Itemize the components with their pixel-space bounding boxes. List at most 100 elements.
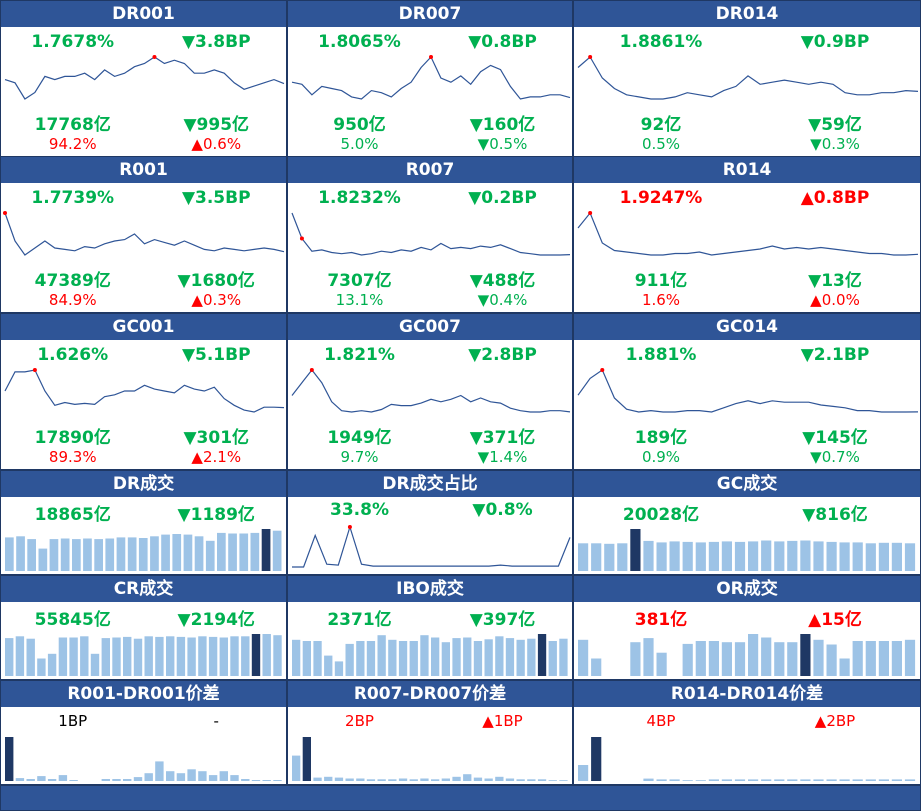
series-line — [577, 369, 919, 413]
bar — [865, 543, 876, 571]
bar — [721, 642, 732, 676]
bar — [292, 639, 301, 676]
bar — [656, 652, 667, 676]
bar — [643, 778, 654, 781]
bar — [194, 536, 204, 571]
right-value: ▼816亿 — [802, 505, 868, 525]
bar — [695, 542, 706, 571]
rate-value: 1.8065% — [318, 32, 401, 52]
panel-gc-volume: GC成交 20028亿 ▼816亿 — [573, 470, 921, 575]
rate-change: ▼0.8BP — [468, 32, 537, 52]
bar — [852, 779, 863, 781]
volume-change: ▼59亿 — [808, 115, 862, 135]
left-value: 18865亿 — [34, 505, 111, 525]
share-value: 0.5% — [641, 135, 681, 153]
panel-gc007: GC007 1.821% ▼2.8BP 1949亿 ▼371亿 9.7% ▼1.4% — [287, 313, 573, 470]
panel-title: GC001 — [1, 314, 286, 340]
rate-change: ▼3.5BP — [181, 188, 251, 208]
rate-sparkline — [577, 55, 919, 101]
rate-change: ▼0.2BP — [468, 188, 537, 208]
bar — [695, 780, 706, 781]
spread-bars — [578, 735, 916, 781]
volume-change: ▼13亿 — [808, 271, 862, 291]
series-line — [4, 212, 285, 256]
bar — [208, 636, 218, 676]
bar — [377, 635, 386, 676]
bar — [313, 641, 322, 676]
rate-value: 1.8232% — [318, 188, 401, 208]
share-value: 0.9% — [641, 448, 681, 466]
bar — [101, 779, 110, 781]
bar — [774, 541, 785, 571]
rate-sparkline — [577, 368, 919, 414]
rate-sparkline-svg — [3, 211, 285, 256]
bar — [463, 637, 472, 676]
volume-change: ▼301亿 — [183, 428, 250, 448]
panel-gc001: GC001 1.626% ▼5.1BP 17890亿 ▼301亿 89.3% ▲2.1% — [0, 313, 287, 470]
bar — [852, 641, 863, 676]
bar — [133, 638, 143, 676]
bar — [878, 542, 889, 571]
bar — [516, 779, 525, 781]
panel-r007-dr007-spread: R007-DR007价差 2BP ▲1BP — [287, 680, 573, 785]
rate-sparkline-svg — [4, 368, 285, 413]
panel-dr007: DR007 1.8065% ▼0.8BP 950亿 ▼160亿 5.0% ▼0.5% — [287, 0, 573, 157]
bar — [261, 529, 271, 571]
volume-bars-svg — [292, 634, 568, 677]
bar — [656, 542, 667, 571]
bar — [839, 779, 850, 781]
peak-point — [32, 368, 37, 372]
bar — [5, 737, 14, 781]
peak-point — [309, 368, 314, 372]
bar — [420, 778, 429, 781]
spread-bars-svg — [292, 737, 568, 781]
bar — [708, 779, 719, 781]
volume-bars-svg — [578, 634, 916, 676]
volume-change: ▼145亿 — [802, 428, 868, 448]
right-value: - — [213, 712, 219, 730]
bar — [356, 641, 365, 676]
bar — [643, 540, 654, 571]
bar — [176, 636, 186, 676]
bar — [272, 530, 282, 571]
bar — [473, 641, 483, 676]
panel-title: R007 — [288, 157, 572, 183]
spread-bars — [5, 735, 282, 781]
rate-change: ▲0.8BP — [800, 188, 870, 208]
bar — [138, 538, 148, 571]
peak-point — [600, 368, 605, 372]
bar — [708, 541, 719, 571]
bar — [441, 642, 450, 676]
rate-value: 1.9247% — [619, 188, 703, 208]
panel-r001-dr001-spread: R001-DR001价差 1BP - — [0, 680, 287, 785]
bar — [377, 779, 386, 781]
panel-r001: R001 1.7739% ▼3.5BP 47389亿 ▼1680亿 84.9% ▲0.3% — [0, 156, 287, 313]
rate-sparkline — [4, 368, 285, 414]
bar — [49, 539, 59, 571]
bar — [166, 636, 175, 676]
bar — [144, 773, 153, 781]
bar — [484, 639, 493, 677]
bar — [366, 779, 376, 781]
panel-title: DR001 — [1, 1, 286, 27]
panel-dr-share: DR成交占比 33.8% ▼0.8% — [287, 470, 573, 575]
rate-value: 1.821% — [324, 345, 395, 365]
volume-value: 92亿 — [640, 115, 682, 135]
share-change: ▼0.5% — [477, 135, 528, 153]
panel-or-volume: OR成交 381亿 ▲15亿 — [573, 575, 921, 680]
bar — [262, 780, 271, 781]
share-value: 94.2% — [48, 135, 97, 153]
panel-title: DR007 — [288, 1, 572, 27]
bar — [904, 639, 916, 676]
bar — [230, 775, 239, 781]
bar — [527, 779, 536, 781]
bar — [669, 779, 680, 781]
volume-bars — [5, 632, 282, 676]
left-value: 55845亿 — [34, 610, 111, 630]
panel-r014-dr014-spread: R014-DR014价差 4BP ▲2BP — [573, 680, 921, 785]
right-value: ▼2194亿 — [177, 610, 255, 630]
bar — [578, 765, 589, 781]
bar — [123, 636, 132, 676]
series-line — [291, 55, 571, 100]
bar — [761, 779, 772, 781]
